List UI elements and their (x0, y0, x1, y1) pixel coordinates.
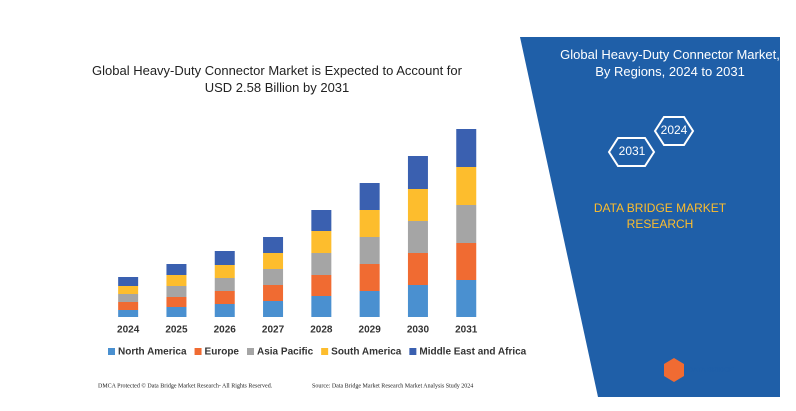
x-tick-label: 2029 (359, 325, 382, 336)
legend-label: Middle East and Africa (419, 347, 526, 358)
legend-label: Europe (205, 347, 240, 358)
x-tick-label: 2028 (310, 325, 333, 336)
bar-segment (359, 264, 380, 291)
brand: DATA BRIDGE MARKET RESEARCH (593, 201, 727, 231)
x-tick-label: 2027 (262, 325, 285, 336)
hex-label: 2024 (661, 123, 688, 137)
hex-label: 2031 (619, 144, 646, 158)
bar-segment (456, 280, 477, 317)
legend-swatch (247, 348, 254, 355)
footer-text: Source: Data Bridge Market Research Mark… (312, 383, 473, 389)
bar-segment (359, 210, 380, 237)
bar-segment (263, 269, 284, 285)
bar-segment (359, 291, 380, 317)
x-tick-label: 2026 (214, 325, 237, 336)
bar-segment (456, 243, 477, 280)
bar-segment (263, 301, 284, 317)
bar-segment (311, 231, 332, 253)
legend-swatch (108, 348, 115, 355)
footer-text: DMCA Protected © Data Bridge Market Rese… (98, 382, 273, 389)
bar-segment (311, 275, 332, 296)
panel-title: Global Heavy-Duty Connector Market, By R… (560, 47, 780, 79)
hexagon (607, 137, 656, 167)
bar-segment (407, 285, 428, 317)
logo-text: DATA BRIDGE (688, 367, 734, 374)
bar-segment (166, 307, 187, 317)
bar-segment (407, 189, 428, 221)
side-panel (520, 37, 780, 397)
bar-segment (456, 167, 477, 205)
bar-segment (456, 129, 477, 167)
bar-segment (214, 291, 235, 304)
bar-segment (214, 251, 235, 265)
bar-segment (214, 304, 235, 317)
bar-segment (166, 275, 187, 286)
bar-segment (359, 237, 380, 264)
bar-segment (214, 265, 235, 278)
legend-swatch (409, 348, 417, 355)
bar-segment (166, 264, 187, 275)
x-tick-label: 2031 (455, 325, 478, 336)
x-tick-label: 2024 (117, 325, 140, 336)
bar-segment (359, 183, 380, 210)
bar-segment (118, 310, 139, 317)
bar-segment (407, 221, 428, 253)
bar-segment (118, 294, 139, 302)
legend-label: South America (331, 347, 402, 358)
chart-title: Global Heavy-Duty Connector Market is Ex… (92, 63, 462, 95)
bar-segment (263, 285, 284, 301)
bar-segment (407, 156, 428, 189)
bar-segment (263, 237, 284, 253)
bar-segment (311, 253, 332, 275)
bar-segment (214, 278, 235, 291)
legend-swatch (321, 348, 329, 355)
bar-segment (311, 296, 332, 317)
legend-swatch (194, 348, 202, 355)
bar-segment (166, 297, 187, 307)
hexagon (653, 116, 695, 146)
bar-segment (456, 205, 477, 243)
legend-label: North America (118, 347, 187, 358)
bar-segment (118, 302, 139, 310)
x-tick-label: 2025 (165, 325, 188, 336)
legend-label: Asia Pacific (257, 347, 314, 358)
bar-segment (118, 277, 139, 286)
bar-segment (118, 286, 139, 294)
bar-segment (407, 253, 428, 285)
bar-segment (311, 210, 332, 231)
bar-segment (263, 253, 284, 269)
bar-segment (166, 286, 187, 297)
logo-icon (664, 358, 684, 382)
x-tick-label: 2030 (407, 325, 430, 336)
